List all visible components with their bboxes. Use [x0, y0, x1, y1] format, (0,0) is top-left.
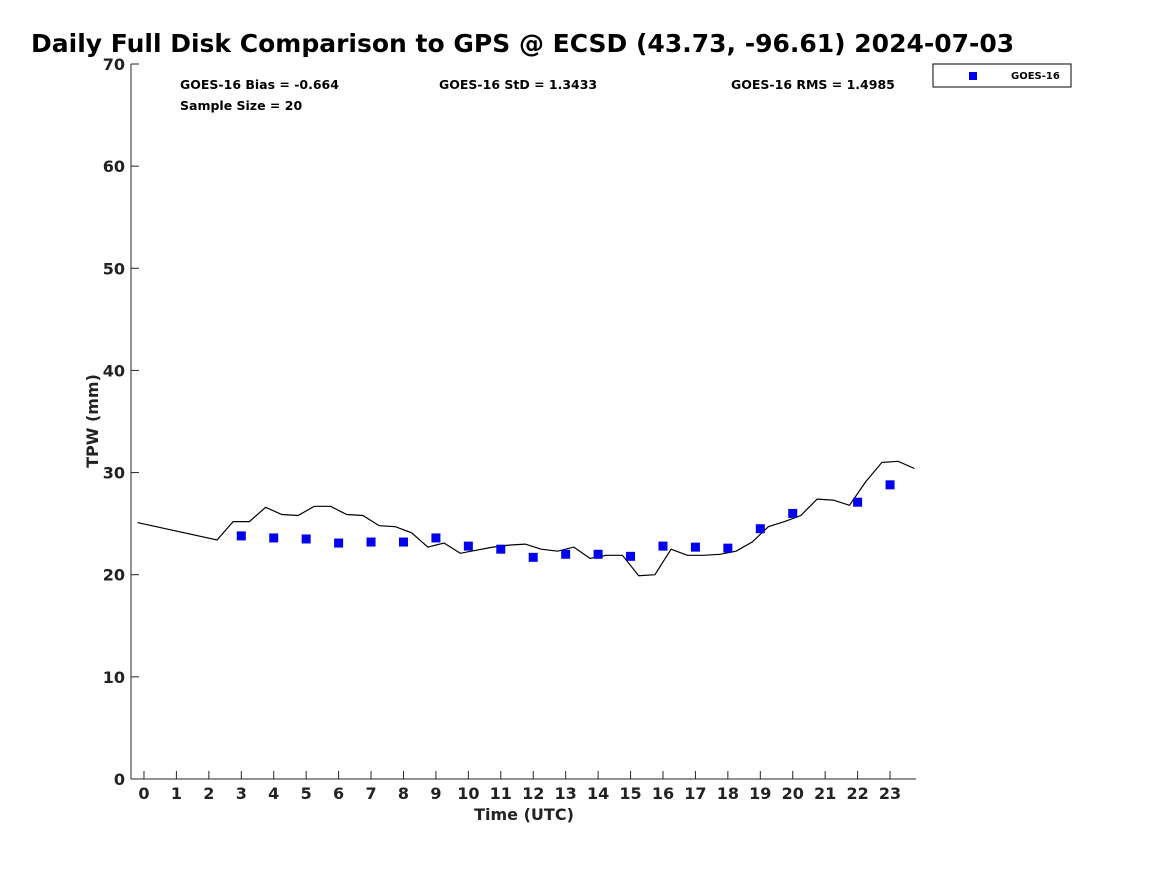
x-tick-label: 2: [203, 784, 214, 803]
goes16-point: [496, 544, 506, 554]
y-tick-label: 40: [103, 361, 125, 380]
y-tick-label: 60: [103, 157, 125, 176]
x-tick-label: 10: [457, 784, 479, 803]
x-tick-label: 3: [236, 784, 247, 803]
y-tick-label: 30: [103, 464, 125, 483]
x-tick-label: 11: [490, 784, 512, 803]
goes16-point: [301, 534, 311, 544]
legend: GOES-16: [932, 63, 1072, 88]
goes16-point: [398, 537, 408, 547]
x-axis-label: Time (UTC): [474, 805, 574, 824]
chart-title: Daily Full Disk Comparison to GPS @ ECSD…: [31, 29, 1014, 58]
x-tick-label: 12: [522, 784, 544, 803]
goes16-point: [269, 533, 279, 543]
goes16-point: [431, 533, 441, 543]
x-tick-label: 16: [652, 784, 674, 803]
y-axis-label: TPW (mm): [83, 374, 102, 468]
axes: [130, 64, 916, 780]
legend-box: [932, 63, 1072, 88]
x-tick-label: 20: [782, 784, 804, 803]
y-tick-label: 20: [103, 566, 125, 585]
goes16-point: [528, 552, 538, 562]
goes16-point: [723, 543, 733, 553]
goes16-point: [593, 549, 603, 559]
goes16-point: [236, 531, 246, 541]
x-tick-label: 15: [619, 784, 641, 803]
goes16-scatter-series: [236, 480, 895, 562]
goes16-point: [885, 480, 895, 490]
stat-rms: GOES-16 RMS = 1.4985: [731, 77, 895, 92]
goes16-point: [658, 541, 668, 551]
goes16-point: [366, 537, 376, 547]
x-tick-label: 6: [333, 784, 344, 803]
x-tick-label: 18: [717, 784, 739, 803]
stat-bias: GOES-16 Bias = -0.664: [180, 77, 339, 92]
stat-sample-size: Sample Size = 20: [180, 98, 302, 113]
legend-marker-goes16: [969, 72, 977, 80]
goes16-point: [788, 508, 798, 518]
goes16-point: [334, 538, 344, 548]
x-tick-label: 21: [814, 784, 836, 803]
y-tick-label: 50: [103, 259, 125, 278]
goes16-point: [626, 551, 636, 561]
x-tick-label: 17: [684, 784, 706, 803]
y-tick-label: 70: [103, 55, 125, 74]
goes16-point: [690, 542, 700, 552]
gps-line: [137, 460, 915, 577]
x-ticks: 0 1 2 3 4 5 6 7 8 9 10 11 12 13 14 15 16 17 18 19 20 21 22 23: [138, 771, 901, 803]
x-tick-label: 22: [846, 784, 868, 803]
y-ticks: 0 10 20 30 40 50 60 70: [103, 55, 139, 789]
x-tick-label: 9: [430, 784, 441, 803]
goes16-point: [561, 549, 571, 559]
x-tick-label: 19: [749, 784, 771, 803]
y-tick-label: 0: [114, 770, 125, 789]
x-tick-label: 8: [398, 784, 409, 803]
x-tick-label: 7: [365, 784, 376, 803]
goes16-point: [755, 524, 765, 534]
x-tick-label: 4: [268, 784, 279, 803]
x-tick-label: 0: [138, 784, 149, 803]
goes16-point: [853, 497, 863, 507]
x-tick-label: 23: [879, 784, 901, 803]
stat-std: GOES-16 StD = 1.3433: [439, 77, 597, 92]
x-tick-label: 13: [555, 784, 577, 803]
x-tick-label: 14: [587, 784, 609, 803]
x-tick-label: 1: [171, 784, 182, 803]
gps-line-series: [137, 460, 915, 577]
legend-entry-goes16: GOES-16: [1011, 71, 1060, 82]
stats-annotations: GOES-16 Bias = -0.664 Sample Size = 20 G…: [180, 77, 895, 113]
y-tick-label: 10: [103, 668, 125, 687]
goes16-point: [463, 541, 473, 551]
x-tick-label: 5: [301, 784, 312, 803]
